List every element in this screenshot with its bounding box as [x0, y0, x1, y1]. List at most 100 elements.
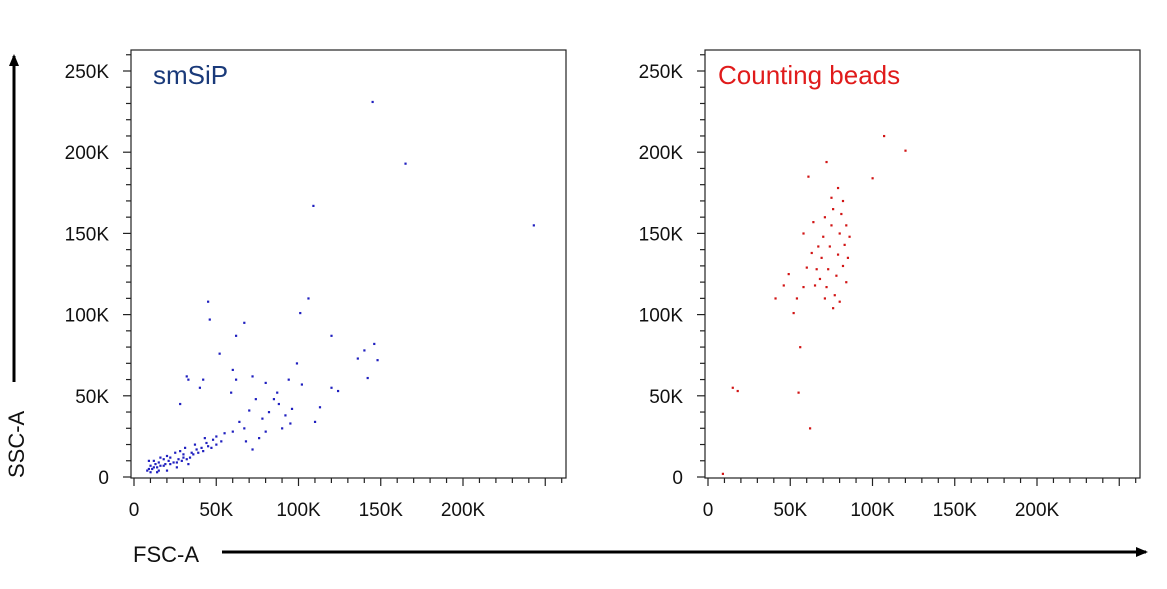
data-point — [183, 446, 187, 449]
y-tick-label: 50K — [649, 387, 683, 408]
y-tick-label: 200K — [639, 143, 684, 164]
data-point — [159, 464, 162, 467]
data-point — [313, 420, 317, 423]
data-point — [330, 386, 333, 389]
data-point — [822, 235, 825, 238]
data-point — [841, 264, 845, 268]
y-tick-label: 0 — [98, 468, 109, 489]
data-point — [846, 256, 850, 259]
data-point — [813, 284, 817, 287]
data-point — [190, 451, 193, 454]
data-point — [300, 383, 303, 386]
data-point — [267, 411, 271, 414]
data-point — [177, 458, 180, 461]
data-point — [281, 427, 284, 430]
data-point — [156, 466, 159, 469]
x-axis-label: FSC-A — [133, 542, 199, 567]
data-point — [815, 268, 818, 271]
x-tick-label: 0 — [129, 500, 140, 521]
data-point — [363, 349, 366, 352]
x-tick-label: 50K — [773, 500, 807, 521]
data-point — [825, 285, 828, 289]
data-point — [731, 386, 734, 389]
data-point — [830, 224, 833, 227]
data-point — [207, 300, 210, 303]
data-point — [373, 342, 376, 346]
y-tick-label: 200K — [65, 143, 110, 164]
y-tick-label: 250K — [65, 62, 110, 83]
data-point — [147, 459, 151, 462]
data-point — [827, 268, 830, 271]
data-point — [238, 420, 241, 423]
y-tick-label: 0 — [672, 468, 683, 489]
data-point — [845, 224, 848, 227]
data-point — [188, 456, 192, 459]
data-point — [299, 311, 302, 315]
y-axis-label: SSC-A — [4, 410, 29, 478]
data-point — [835, 274, 838, 277]
data-point — [336, 389, 340, 393]
data-point — [802, 285, 805, 289]
data-point — [823, 297, 826, 300]
data-point — [175, 466, 178, 469]
data-point — [787, 273, 790, 276]
data-point — [167, 459, 170, 462]
x-tick-label: 100K — [850, 500, 895, 521]
data-point — [200, 446, 203, 449]
data-point — [152, 466, 155, 469]
data-point — [376, 359, 379, 362]
data-point — [185, 375, 188, 378]
data-point — [404, 162, 407, 165]
data-point — [532, 224, 535, 227]
data-point — [828, 245, 831, 248]
data-point — [195, 448, 198, 451]
data-point — [147, 467, 151, 471]
data-point — [287, 378, 290, 381]
data-point — [818, 277, 822, 281]
data-point — [736, 389, 739, 393]
data-point — [223, 432, 226, 435]
data-point — [193, 443, 197, 446]
data-point — [169, 463, 172, 466]
data-point — [154, 463, 157, 466]
data-point — [215, 443, 218, 446]
data-point — [162, 458, 165, 461]
data-point — [904, 149, 907, 152]
data-point — [159, 456, 162, 459]
panel-smsip: 0 50K 100K 150K 200K 0 50K 100K 150K 200K 250K smSi… — [65, 49, 567, 521]
data-point — [836, 253, 840, 256]
data-point — [318, 406, 322, 409]
data-point — [149, 464, 152, 467]
data-point — [805, 266, 808, 269]
data-point — [264, 381, 267, 385]
x-tick-label: 100K — [276, 500, 321, 521]
data-point — [198, 386, 201, 389]
panel-label: smSiP — [153, 60, 228, 90]
data-point — [187, 378, 190, 381]
data-point — [165, 469, 169, 472]
data-point — [330, 334, 333, 337]
data-point — [146, 469, 149, 472]
data-point — [202, 378, 205, 381]
data-point — [290, 407, 294, 410]
data-point — [832, 307, 835, 310]
data-point — [179, 450, 182, 453]
data-point — [251, 375, 254, 378]
data-point — [289, 422, 292, 425]
data-point — [802, 232, 805, 235]
data-point — [162, 464, 165, 467]
data-point — [830, 196, 833, 199]
data-point — [179, 402, 182, 406]
data-point — [843, 243, 846, 246]
data-point — [234, 334, 238, 337]
data-point — [799, 346, 802, 349]
data-point — [192, 453, 195, 456]
data-point — [721, 472, 725, 475]
data-point — [231, 368, 234, 372]
data-point — [366, 376, 369, 380]
data-point — [156, 471, 159, 474]
x-tick-label: 150K — [359, 500, 404, 521]
data-point — [185, 458, 188, 461]
data-point — [208, 318, 211, 321]
